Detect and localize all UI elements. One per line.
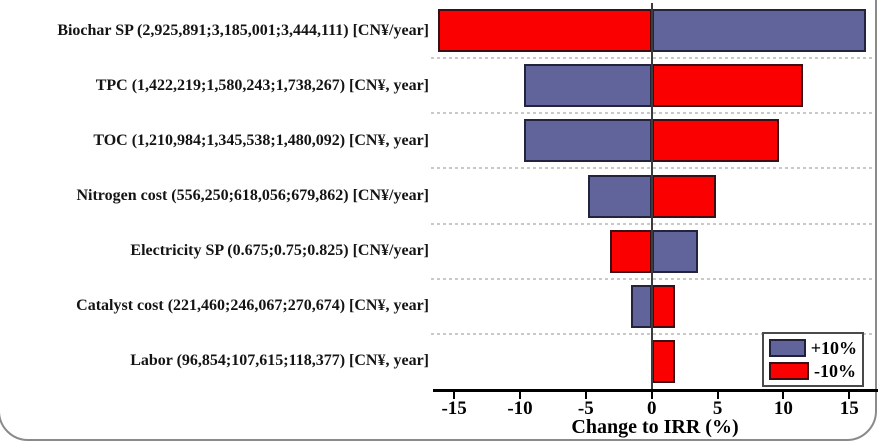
- category-label: Catalyst cost (221,460;246,067;270,674) …: [76, 297, 429, 315]
- bar-plus10: [651, 229, 698, 273]
- bar-minus10: [651, 64, 804, 108]
- category-label: Electricity SP (0.675;0.75;0.825) [CN¥/y…: [130, 242, 429, 260]
- x-axis-tick-label: -15: [441, 398, 467, 419]
- bar-plus10: [523, 64, 652, 108]
- bar-plus10: [588, 174, 652, 218]
- bar-minus10: [438, 9, 652, 53]
- legend-label-minus10: -10%: [814, 361, 856, 381]
- category-label: Biochar SP (2,925,891;3,185,001;3,444,11…: [57, 21, 429, 39]
- bar-plus10: [523, 119, 652, 163]
- x-axis-tick: [848, 392, 851, 399]
- legend-label-plus10: +10%: [810, 338, 857, 358]
- x-axis-tick: [453, 392, 456, 399]
- legend-swatch-plus10: [769, 339, 806, 357]
- x-axis-tick: [716, 392, 719, 399]
- category-label: Labor (96,854;107,615;118,377) [CN¥, yea…: [130, 352, 429, 370]
- x-axis-tick: [782, 392, 785, 399]
- x-axis-tick: [518, 392, 521, 399]
- zero-baseline: [650, 3, 653, 389]
- category-label: TOC (1,210,984;1,345,538;1,480,092) [CN¥…: [93, 131, 429, 149]
- bar-plus10: [651, 9, 867, 53]
- x-axis-tick: [584, 392, 587, 399]
- x-axis-tick-label: 15: [839, 398, 859, 419]
- legend-swatch-minus10: [769, 362, 809, 380]
- legend-item-minus10: -10%: [769, 361, 857, 381]
- x-axis-tick-label: 0: [646, 398, 657, 419]
- bar-minus10: [651, 284, 676, 328]
- bar-minus10: [651, 119, 780, 163]
- x-axis-tick-label: -10: [507, 398, 533, 419]
- bar-minus10: [651, 339, 676, 383]
- x-axis-line: [433, 389, 878, 392]
- bar-minus10: [651, 174, 717, 218]
- legend: +10% -10%: [762, 332, 864, 387]
- x-axis-title: Change to IRR (%): [571, 416, 739, 438]
- legend-item-plus10: +10%: [769, 338, 857, 358]
- x-axis-tick: [650, 392, 653, 399]
- x-axis-tick-label: -5: [577, 398, 594, 419]
- x-axis-tick-label: 10: [773, 398, 793, 419]
- bar-plus10: [630, 284, 652, 328]
- x-axis-tick-label: 5: [712, 398, 723, 419]
- category-label: TPC (1,422,219;1,580,243;1,738,267) [CN¥…: [95, 76, 429, 94]
- category-label: Nitrogen cost (556,250;618,056;679,862) …: [76, 187, 429, 204]
- bar-minus10: [609, 229, 652, 273]
